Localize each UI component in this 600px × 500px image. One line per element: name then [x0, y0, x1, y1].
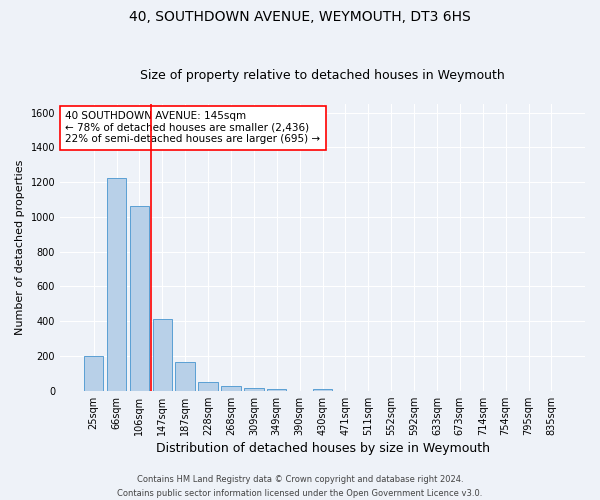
X-axis label: Distribution of detached houses by size in Weymouth: Distribution of detached houses by size … [155, 442, 490, 455]
Bar [107, 178, 126, 390]
Y-axis label: Number of detached properties: Number of detached properties [15, 160, 25, 335]
Bar [175, 362, 195, 390]
Text: Contains HM Land Registry data © Crown copyright and database right 2024.
Contai: Contains HM Land Registry data © Crown c… [118, 476, 482, 498]
Bar [244, 388, 263, 390]
Bar [313, 389, 332, 390]
Text: 40, SOUTHDOWN AVENUE, WEYMOUTH, DT3 6HS: 40, SOUTHDOWN AVENUE, WEYMOUTH, DT3 6HS [129, 10, 471, 24]
Bar [267, 389, 286, 390]
Title: Size of property relative to detached houses in Weymouth: Size of property relative to detached ho… [140, 69, 505, 82]
Bar [199, 382, 218, 390]
Bar [152, 320, 172, 390]
Bar [130, 206, 149, 390]
Bar [221, 386, 241, 390]
Text: 40 SOUTHDOWN AVENUE: 145sqm
← 78% of detached houses are smaller (2,436)
22% of : 40 SOUTHDOWN AVENUE: 145sqm ← 78% of det… [65, 111, 320, 144]
Bar [84, 356, 103, 390]
